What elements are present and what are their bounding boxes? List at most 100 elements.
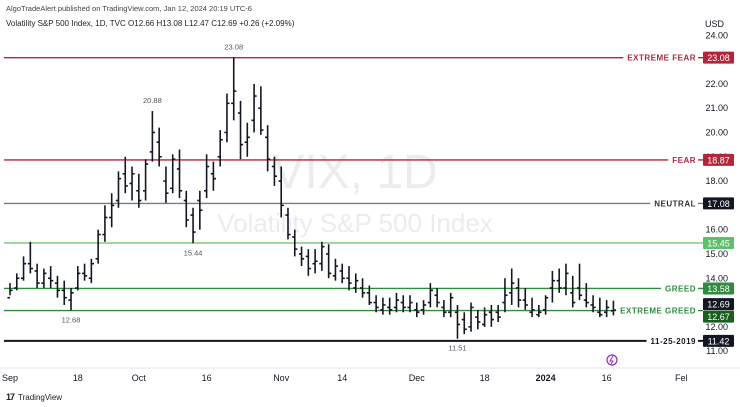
y-tick-label: 16.00 — [705, 225, 728, 235]
ohlc-bar — [122, 156, 128, 194]
level-label: EXTREME GREED — [620, 307, 696, 316]
ohlc-bar — [590, 295, 596, 313]
price-tag — [703, 197, 734, 210]
ohlc-bar — [210, 161, 216, 191]
ohlc-bar — [217, 130, 223, 167]
ohlc-bar — [143, 159, 149, 201]
ohlc-bar — [61, 280, 67, 305]
ohlc-bar — [597, 297, 603, 318]
ohlc-bar — [346, 266, 352, 291]
x-tick-label: 14 — [337, 373, 347, 383]
ohlc-bar — [434, 287, 440, 308]
ohlc-bar — [502, 278, 508, 313]
ohlc-bar — [149, 111, 155, 162]
ohlc-bar — [285, 207, 291, 240]
series-name: Volatility S&P 500 Index, 1D, TVC — [6, 19, 126, 28]
price-annotation: 15.44 — [184, 248, 203, 257]
ohlc-bar — [265, 125, 271, 172]
ohlc-bar — [54, 275, 61, 298]
ohlc-bar — [448, 292, 454, 318]
price-annotation: 23.08 — [224, 43, 243, 52]
ohlc-bar — [529, 297, 535, 318]
sentiment-levels: EXTREME FEAR FEAR NEUTRAL GREED EXTREME GREE… — [4, 52, 703, 346]
ohlc-bar — [366, 285, 372, 305]
x-tick-label: 18 — [480, 373, 490, 383]
x-tick-label: Nov — [273, 373, 290, 383]
ohlc-bar — [332, 258, 339, 281]
lightning-bolt-icon — [609, 355, 614, 365]
ohlc-bar — [20, 256, 27, 281]
ohlc-bar — [522, 287, 528, 310]
y-tick-label: 24.00 — [705, 30, 728, 40]
ohlc-bar — [190, 207, 196, 244]
ohlc-bar — [27, 241, 33, 274]
ohlc-bar — [271, 156, 278, 186]
ohlc-bar — [454, 304, 461, 339]
level-label: FEAR — [672, 156, 696, 165]
price-tag-label: 13.58 — [707, 284, 730, 294]
watermark-name: Volatility S&P 500 Index — [217, 208, 493, 238]
ohlc-bar — [81, 263, 88, 281]
x-tick-label: 16 — [202, 373, 212, 383]
price-tag — [703, 237, 734, 250]
price-tag — [703, 282, 734, 295]
x-tick-label: 2024 — [536, 373, 556, 383]
y-tick-label: 12.00 — [705, 322, 728, 332]
ohlc-bar — [610, 300, 617, 316]
price-annotation: 11.51 — [448, 344, 466, 353]
ohlc-bar — [536, 304, 542, 318]
x-tick-label: Dec — [409, 373, 426, 383]
x-tick-label: Oct — [132, 373, 147, 383]
y-tick-label: 21.00 — [705, 103, 728, 113]
ohlc-bar — [414, 302, 420, 318]
level-label: NEUTRAL — [654, 199, 696, 208]
time-axis[interactable]: Sep 18 Oct 16 Nov 14 Dec 18 2024 16 Fel — [0, 354, 740, 383]
ohlc-bar — [305, 249, 311, 276]
ohlc-bar — [420, 300, 427, 315]
ohlc-bar — [319, 241, 325, 271]
ohlc-bar — [393, 292, 400, 313]
price-axis[interactable]: USD24.0023.0022.0021.0020.0019.0018.0017… — [703, 0, 740, 392]
ohlc-bar — [204, 154, 210, 199]
ohlc-bar — [583, 283, 589, 308]
ohlc-bar — [183, 190, 189, 228]
price-annotations: 23.08 20.88 15.44 12.68 11.51 — [62, 43, 467, 353]
ohlc-bar — [387, 297, 393, 315]
ohlc-bar — [41, 268, 47, 288]
price-tag-label: 12.67 — [707, 312, 730, 322]
ohlc-bar — [176, 149, 183, 199]
ohlc-bar — [75, 266, 81, 291]
ohlc-bar — [34, 263, 40, 288]
level-label: EXTREME FEAR — [627, 54, 696, 63]
x-tick-label: 18 — [73, 373, 83, 383]
level-label: 11-25-2019 — [651, 337, 697, 346]
level-label-bg — [646, 335, 698, 346]
ohlc-bar — [163, 166, 169, 203]
ohlc-bar — [488, 304, 494, 327]
ohlc-bar — [400, 295, 406, 313]
price-annotation: 12.68 — [62, 315, 81, 324]
y-tick-label: 14.00 — [705, 273, 728, 283]
ohlc-bar — [48, 266, 54, 288]
ohlc-readout: O12.66 H13.08 L12.47 C12.69 +0.26 (+2.09… — [128, 19, 295, 28]
ohlc-bar — [427, 283, 433, 308]
ohlc-bar — [359, 278, 366, 298]
y-tick-label: 22.00 — [705, 79, 728, 89]
x-tick-label: 16 — [602, 373, 612, 383]
ohlc-bar — [475, 309, 481, 330]
ohlc-bar — [326, 244, 332, 279]
ohlc-bar — [509, 268, 515, 305]
ohlc-bar — [258, 86, 264, 135]
ohlc-bar — [515, 278, 522, 308]
price-tag — [703, 51, 734, 64]
ohlc-bar — [549, 270, 555, 303]
level-label-bg — [616, 305, 698, 316]
ohlc-bar — [278, 166, 284, 218]
ohlc-bar — [441, 300, 447, 318]
watermark-symbol: VIX, 1D — [272, 146, 437, 199]
lightning-icon — [606, 354, 618, 366]
ohlc-bar — [14, 273, 20, 291]
ohlc-bar — [482, 307, 488, 327]
ohlc-bar — [244, 122, 250, 157]
